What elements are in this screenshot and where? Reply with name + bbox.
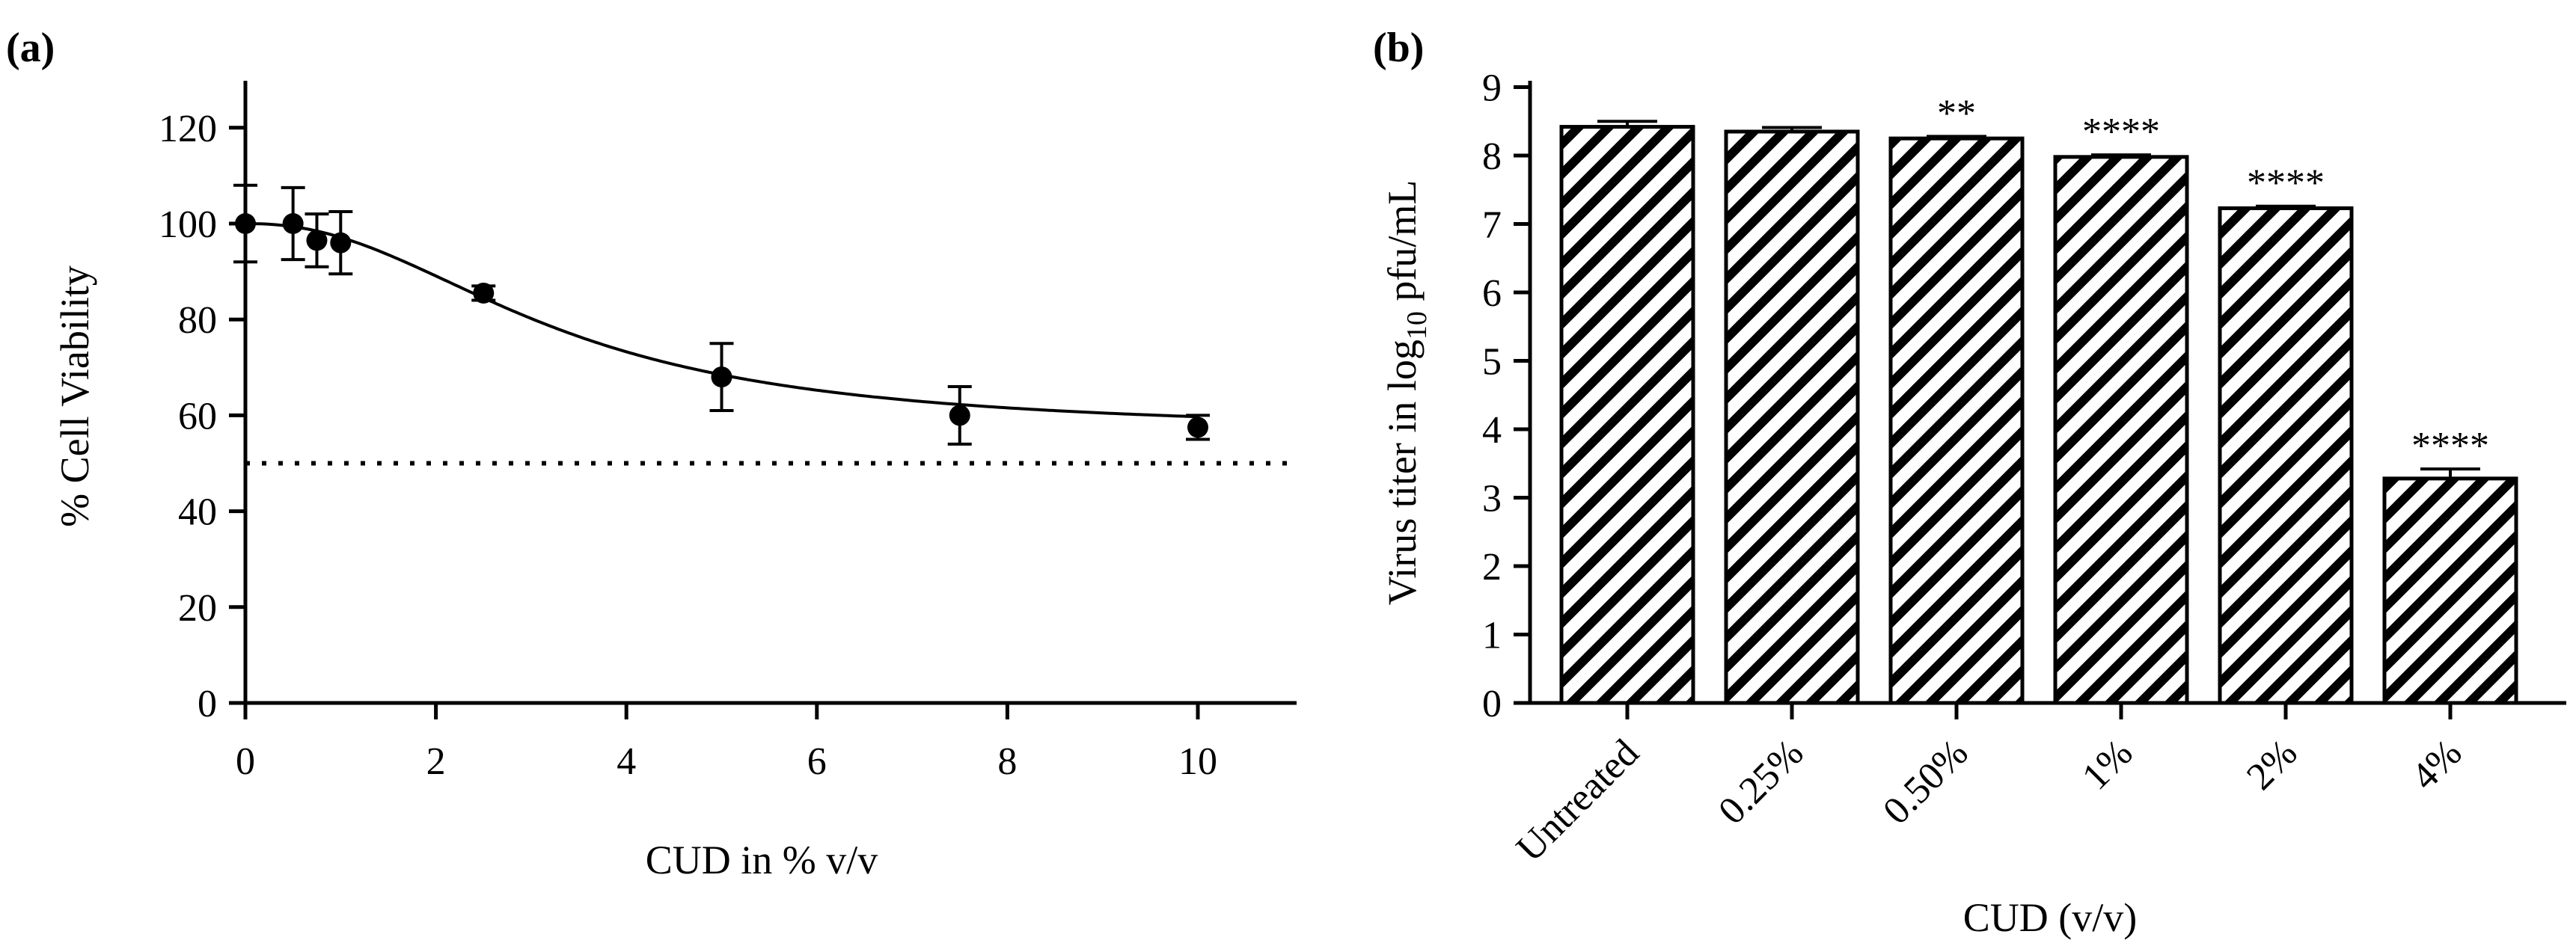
panel-a-x-axis-title: CUD in % v/v <box>646 838 878 882</box>
panel-b-bar-group: **** 1% <box>2053 111 2189 799</box>
panel-b-bar-group: ** 0.50% <box>1875 92 2025 832</box>
panel-a-data-point <box>709 342 734 412</box>
panel-a-x-tick-label: 8 <box>997 740 1017 783</box>
panel-b-category-label: 4% <box>2403 731 2470 798</box>
panel-b-bar-group: 0.25% <box>1710 126 1860 832</box>
panel-b-bar <box>2382 476 2518 705</box>
panel-b-y-tick-label: 4 <box>1482 409 1502 452</box>
panel-b-x-axis-title: CUD (v/v) <box>1963 895 2137 940</box>
panel-b-y-axis-title-subscript: 10 <box>1401 311 1433 340</box>
panel-b-y-axis-title-prefix: Virus titer in log <box>1380 340 1425 605</box>
panel-b-category-label: 0.25% <box>1710 731 1811 832</box>
panel-b-significance-label: ** <box>1937 92 1976 135</box>
panel-b-y-tick-label: 2 <box>1482 546 1502 589</box>
panel-a-x-tick-label: 0 <box>236 740 255 783</box>
panel-b-y-tick-label: 0 <box>1482 683 1502 725</box>
panel-b-y-tick-label: 7 <box>1482 204 1502 247</box>
panel-b-category-label: 1% <box>2074 731 2141 798</box>
panel-a-marker <box>282 213 304 234</box>
panel-b-significance-label: **** <box>2082 111 2160 153</box>
panel-b-y-axis-title-suffix: pfu/mL <box>1380 180 1425 311</box>
panel-b-y-tick-label: 8 <box>1482 135 1502 178</box>
panel-a-label: (a) <box>6 25 55 71</box>
panel-a-marker <box>306 230 328 251</box>
panel-b-virus-titer-chart: (b) 0 1 2 3 4 5 6 7 8 9 Untreated 0.25% ** 0.50% ****… <box>1373 25 2566 940</box>
panel-b-significance-label: **** <box>2411 425 2489 467</box>
panel-b-y-axis-title: Virus titer in log10 pfu/mL <box>1380 180 1433 606</box>
panel-a-marker <box>949 405 970 426</box>
panel-a-y-tick-label: 0 <box>198 683 217 725</box>
panel-a-data-point <box>1186 414 1210 441</box>
panel-b-bar-group: **** 2% <box>2218 162 2354 799</box>
panel-a-cell-viability-chart: (a) 0 20 40 60 80 100 120 0 2 4 6 8 10 CUD in % v/v… <box>6 25 1297 882</box>
panel-a-x-tick-label: 4 <box>617 740 636 783</box>
panel-b-category-label: 2% <box>2239 731 2305 798</box>
panel-b-y-tick-label: 9 <box>1482 67 1502 110</box>
panel-a-data-point <box>281 185 305 262</box>
panel-b-bar <box>1724 129 1860 705</box>
panel-a-y-tick-label: 80 <box>178 299 217 342</box>
panel-a-y-axis-title: % Cell Viability <box>52 265 97 527</box>
panel-a-y-tick-label: 40 <box>178 491 217 534</box>
panel-b-bar-group: Untreated <box>1508 120 1695 870</box>
panel-b-category-label: 0.50% <box>1875 731 1976 832</box>
panel-b-y-tick-label: 6 <box>1482 272 1502 315</box>
panel-a-y-tick-label: 100 <box>159 203 217 246</box>
panel-a-marker <box>1187 417 1208 438</box>
panel-b-y-tick-label: 3 <box>1482 478 1502 520</box>
panel-a-data-point <box>328 209 353 276</box>
panel-a-x-tick-label: 2 <box>426 740 446 783</box>
panel-a-x-tick-label: 6 <box>807 740 827 783</box>
panel-b-bar <box>1559 125 1695 705</box>
panel-a-marker <box>711 366 732 388</box>
panel-a-data-point <box>233 183 257 264</box>
panel-b-bar <box>2053 155 2189 705</box>
panel-b-y-tick-label: 1 <box>1482 615 1502 657</box>
panel-b-label: (b) <box>1373 25 1424 71</box>
panel-b-category-label: Untreated <box>1508 731 1647 870</box>
panel-a-marker <box>235 213 256 234</box>
panel-a-data-point <box>305 212 329 268</box>
panel-b-y-tick-label: 5 <box>1482 341 1502 384</box>
panel-a-marker <box>330 232 352 254</box>
panel-a-y-tick-label: 20 <box>178 587 217 630</box>
panel-a-data-point <box>947 384 972 446</box>
panel-b-bar <box>2218 206 2354 705</box>
panel-b-significance-label: **** <box>2247 162 2325 205</box>
panel-a-y-tick-label: 60 <box>178 395 217 437</box>
panel-a-y-tick-label: 120 <box>159 108 217 150</box>
panel-b-bar <box>1888 136 2025 705</box>
panel-b-bar-group: **** 4% <box>2382 425 2518 799</box>
panel-a-x-tick-label: 10 <box>1178 740 1217 783</box>
panel-a-marker <box>473 282 495 304</box>
panel-a-data-point <box>471 282 496 304</box>
